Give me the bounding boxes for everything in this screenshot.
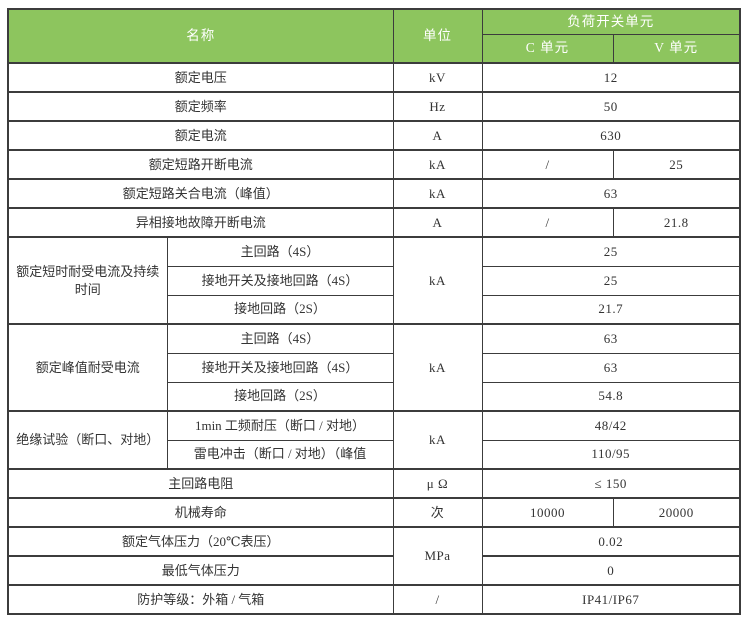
- value-cell: 20000: [612, 497, 741, 528]
- label-cell: 机械寿命: [7, 497, 394, 528]
- table-row: 绝缘试验（断口、对地） 1min 工频耐压（断口 / 对地） kA 48/42: [7, 410, 741, 470]
- table-row: 主回路电阻 μ Ω ≤ 150: [7, 468, 741, 499]
- value-cell: 0.02: [481, 526, 741, 557]
- unit-cell: A: [392, 120, 483, 151]
- sublabel-cell: 接地回路（2S）: [166, 381, 394, 412]
- sublabel-cell: 雷电冲击（断口 / 对地）（峰值: [166, 439, 394, 470]
- table-row: 额定电压 kV 12: [7, 62, 741, 93]
- unit-cell: MPa: [392, 526, 483, 586]
- table-row: 额定短路开断电流 kA/25: [7, 149, 741, 180]
- value-cell: 21.7: [481, 294, 741, 325]
- value-cell: 0: [481, 555, 741, 586]
- label-cell: 防护等级：外箱 / 气箱: [7, 584, 394, 615]
- spec-table-header: 名称 单位 负荷开关单元 C 单元 V 单元: [7, 8, 741, 64]
- value-cell: 21.8: [612, 207, 741, 238]
- label-cell: 额定电压: [7, 62, 394, 93]
- unit-cell: kA: [392, 178, 483, 209]
- unit-cell: 次: [392, 497, 483, 528]
- table-row: 接地回路（2S） 21.7: [8, 294, 741, 325]
- label-cell: 最低气体压力: [7, 555, 394, 586]
- label-cell: 额定短路关合电流（峰值）: [7, 178, 394, 209]
- header-group-cell: 负荷开关单元: [481, 8, 741, 35]
- unit-cell: Hz: [392, 91, 483, 122]
- table-row: 额定峰值耐受电流 主回路（4S） kA 63: [7, 323, 741, 412]
- table-row: 防护等级：外箱 / 气箱 / IP41/IP67: [7, 584, 741, 615]
- table-row: 额定短时耐受电流及持续时间 主回路（4S） kA 25: [7, 236, 741, 325]
- value-cell: 54.8: [481, 381, 741, 412]
- unit-cell: kA: [392, 149, 483, 180]
- value-cell: 10000: [481, 497, 614, 528]
- unit-cell: A: [392, 207, 483, 238]
- value-cell: 63: [481, 323, 741, 354]
- unit-cell: /: [392, 584, 483, 615]
- sublabel-cell: 接地开关及接地回路（4S）: [166, 265, 394, 296]
- value-cell: /: [481, 207, 614, 238]
- unit-cell: kA: [392, 410, 483, 470]
- header-row-top: 名称 单位 负荷开关单元: [7, 8, 741, 64]
- value-cell: 25: [481, 236, 741, 267]
- sublabel-cell: 主回路（4S）: [166, 323, 394, 354]
- label-cell: 额定短路开断电流: [7, 149, 394, 180]
- value-cell: /: [481, 149, 614, 180]
- value-cell: IP41/IP67: [481, 584, 741, 615]
- value-cell: 63: [481, 352, 741, 383]
- label-cell: 主回路电阻: [7, 468, 394, 499]
- value-cell: 63: [481, 178, 741, 209]
- label-cell: 额定峰值耐受电流: [7, 323, 168, 412]
- unit-cell: kA: [392, 236, 483, 325]
- unit-cell: μ Ω: [392, 468, 483, 499]
- table-row: 机械寿命次 10000 20000: [7, 497, 741, 528]
- sublabel-cell: 接地回路（2S）: [166, 294, 394, 325]
- table-row: 接地开关及接地回路（4S） 25: [8, 265, 741, 296]
- table-row: 额定电流 A 630: [7, 120, 741, 151]
- spec-table-body: 额定电压 kV 12 额定频率 Hz 50 额定电流 A 630 额定短路开断电流 kA/25 额定短…: [7, 62, 741, 615]
- table-row: 额定频率 Hz 50: [7, 91, 741, 122]
- label-cell: 额定电流: [7, 120, 394, 151]
- header-v-unit-cell: V 单元: [612, 33, 741, 64]
- table-row: 最低气体压力 0: [7, 555, 741, 586]
- value-cell: 25: [612, 149, 741, 180]
- value-cell: ≤ 150: [481, 468, 741, 499]
- label-cell: 额定短时耐受电流及持续时间: [7, 236, 168, 325]
- label-cell: 绝缘试验（断口、对地）: [7, 410, 168, 470]
- sublabel-cell: 主回路（4S）: [166, 236, 394, 267]
- table-row: 接地开关及接地回路（4S） 63: [8, 352, 741, 383]
- header-unit-cell: 单位: [392, 8, 483, 64]
- label-cell: 异相接地故障开断电流: [7, 207, 394, 238]
- header-row-sub: C 单元 V 单元: [8, 33, 741, 64]
- value-cell: 110/95: [481, 439, 741, 470]
- table-row: 额定气体压力（20℃表压） MPa 0.02: [7, 526, 741, 586]
- table-row: 额定短路关合电流（峰值） kA 63: [7, 178, 741, 209]
- table-row: 雷电冲击（断口 / 对地）（峰值 110/95: [8, 439, 741, 470]
- sublabel-cell: 接地开关及接地回路（4S）: [166, 352, 394, 383]
- header-name-cell: 名称: [7, 8, 394, 64]
- label-cell: 额定气体压力（20℃表压）: [7, 526, 394, 557]
- sublabel-cell: 1min 工频耐压（断口 / 对地）: [166, 410, 394, 441]
- table-row: 接地回路（2S） 54.8: [8, 381, 741, 412]
- unit-cell: kA: [392, 323, 483, 412]
- table-row: 异相接地故障开断电流 A/21.8: [7, 207, 741, 238]
- value-cell: 630: [481, 120, 741, 151]
- header-c-unit-cell: C 单元: [481, 33, 614, 64]
- spec-table: 名称 单位 负荷开关单元 C 单元 V 单元 额定电压 kV 12 额定频率 Hz 50 额…: [7, 8, 741, 615]
- value-cell: 48/42: [481, 410, 741, 441]
- value-cell: 25: [481, 265, 741, 296]
- value-cell: 12: [481, 62, 741, 93]
- value-cell: 50: [481, 91, 741, 122]
- label-cell: 额定频率: [7, 91, 394, 122]
- unit-cell: kV: [392, 62, 483, 93]
